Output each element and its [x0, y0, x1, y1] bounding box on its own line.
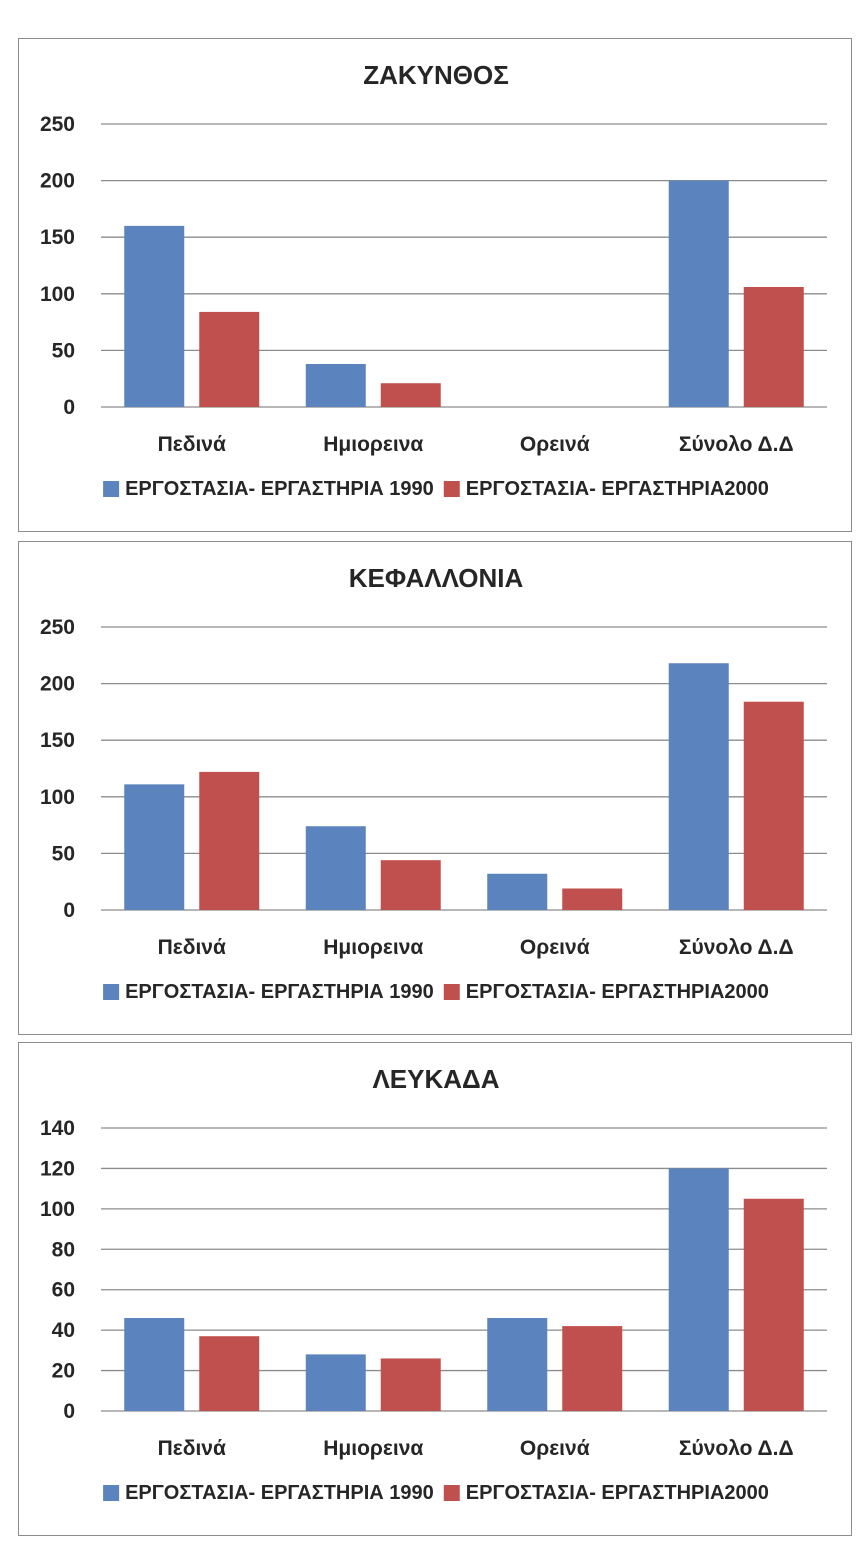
legend-label-1990: ΕΡΓΟΣΤΑΣΙΑ- ΕΡΓΑΣΤΗΡΙΑ 1990 — [125, 981, 434, 1003]
bar-1990 — [124, 1318, 185, 1411]
y-tick-label: 100 — [40, 786, 75, 809]
bar-1990 — [668, 1168, 729, 1411]
y-tick-label: 140 — [40, 1117, 75, 1140]
bar-2000 — [199, 311, 260, 407]
bar-2000 — [380, 1358, 441, 1411]
chart-panel-kefallonia: ΚΕΦΑΛΛΟΝΙΑ 0 50 100 150 200 250 Πεδινά Ημιορειν… — [18, 541, 852, 1035]
legend-swatch-1990 — [103, 984, 120, 1000]
y-tick-label: 60 — [52, 1279, 75, 1302]
y-tick-label: 100 — [40, 283, 75, 306]
y-tick-label: 150 — [40, 226, 75, 249]
bar-2000 — [743, 1198, 804, 1411]
y-tick-label: 0 — [63, 396, 75, 419]
category-label: Ημιορεινα — [323, 936, 423, 959]
chart-title: ΖΑΚΥΝΘΟΣ — [363, 60, 509, 90]
y-tick-label: 20 — [52, 1360, 75, 1383]
chart-title: ΚΕΦΑΛΛΟΝΙΑ — [349, 563, 524, 593]
y-tick-label: 100 — [40, 1198, 75, 1221]
bar-1990 — [668, 180, 729, 407]
y-tick-label: 0 — [63, 1400, 75, 1423]
bar-1990 — [124, 225, 185, 407]
y-tick-label: 150 — [40, 729, 75, 752]
chart-title: ΛΕΥΚΑΔΑ — [372, 1064, 499, 1094]
legend-swatch-2000 — [443, 1485, 460, 1501]
category-label: Σύνολο Δ.Δ — [679, 936, 794, 959]
y-tick-label: 0 — [63, 899, 75, 922]
bar-2000 — [562, 888, 623, 910]
bar-1990 — [487, 1318, 548, 1411]
bar-2000 — [380, 860, 441, 910]
bar-1990 — [305, 826, 366, 910]
bar-2000 — [562, 1326, 623, 1411]
bar-1990 — [305, 363, 366, 407]
bar-2000 — [199, 771, 260, 910]
category-label: Πεδινά — [158, 936, 226, 959]
category-label: Ημιορεινα — [323, 433, 423, 456]
category-label: Σύνολο Δ.Δ — [679, 1437, 794, 1460]
bar-2000 — [743, 701, 804, 910]
y-tick-label: 50 — [52, 842, 75, 865]
y-tick-label: 200 — [40, 673, 75, 696]
y-tick-label: 120 — [40, 1157, 75, 1180]
legend-swatch-2000 — [443, 481, 460, 497]
chart-svg-kefallonia: ΚΕΦΑΛΛΟΝΙΑ 0 50 100 150 200 250 Πεδινά Ημιορειν… — [40, 563, 827, 1003]
legend-label-2000: ΕΡΓΟΣΤΑΣΙΑ- ΕΡΓΑΣΤΗΡΙΑ2000 — [466, 1482, 769, 1504]
category-label: Πεδινά — [158, 433, 226, 456]
y-tick-label: 250 — [40, 113, 75, 136]
y-tick-label: 200 — [40, 170, 75, 193]
category-label: Ορεινά — [520, 1437, 590, 1460]
bar-1990 — [487, 873, 548, 910]
bar-2000 — [743, 287, 804, 407]
category-label: Ορεινά — [520, 433, 590, 456]
y-tick-label: 80 — [52, 1238, 75, 1261]
chart-svg-lefkada: ΛΕΥΚΑΔΑ 0 20 40 60 80 100 120 140 Πεδινά Ημιορειν… — [40, 1064, 827, 1504]
y-tick-label: 250 — [40, 616, 75, 639]
chart-panel-lefkada: ΛΕΥΚΑΔΑ 0 20 40 60 80 100 120 140 Πεδινά Ημιορειν… — [18, 1042, 852, 1536]
bar-1990 — [124, 784, 185, 910]
chart-panel-zakynthos: ΖΑΚΥΝΘΟΣ 0 50 100 150 200 250 Πεδινά Ημιορεινα Ο… — [18, 38, 852, 532]
bar-1990 — [668, 663, 729, 910]
y-tick-label: 50 — [52, 339, 75, 362]
bar-1990 — [305, 1354, 366, 1411]
legend-label-2000: ΕΡΓΟΣΤΑΣΙΑ- ΕΡΓΑΣΤΗΡΙΑ2000 — [466, 981, 769, 1003]
legend-label-1990: ΕΡΓΟΣΤΑΣΙΑ- ΕΡΓΑΣΤΗΡΙΑ 1990 — [125, 478, 434, 500]
bar-2000 — [380, 383, 441, 407]
category-label: Πεδινά — [158, 1437, 226, 1460]
chart-svg-zakynthos: ΖΑΚΥΝΘΟΣ 0 50 100 150 200 250 Πεδινά Ημιορεινα Ο… — [40, 60, 827, 500]
category-label: Ορεινά — [520, 936, 590, 959]
category-label: Ημιορεινα — [323, 1437, 423, 1460]
legend-swatch-2000 — [443, 984, 460, 1000]
legend-swatch-1990 — [103, 1485, 120, 1501]
legend-swatch-1990 — [103, 481, 120, 497]
legend-label-1990: ΕΡΓΟΣΤΑΣΙΑ- ΕΡΓΑΣΤΗΡΙΑ 1990 — [125, 1482, 434, 1504]
legend-label-2000: ΕΡΓΟΣΤΑΣΙΑ- ΕΡΓΑΣΤΗΡΙΑ2000 — [466, 478, 769, 500]
y-tick-label: 40 — [52, 1319, 75, 1342]
bar-2000 — [199, 1336, 260, 1411]
category-label: Σύνολο Δ.Δ — [679, 433, 794, 456]
